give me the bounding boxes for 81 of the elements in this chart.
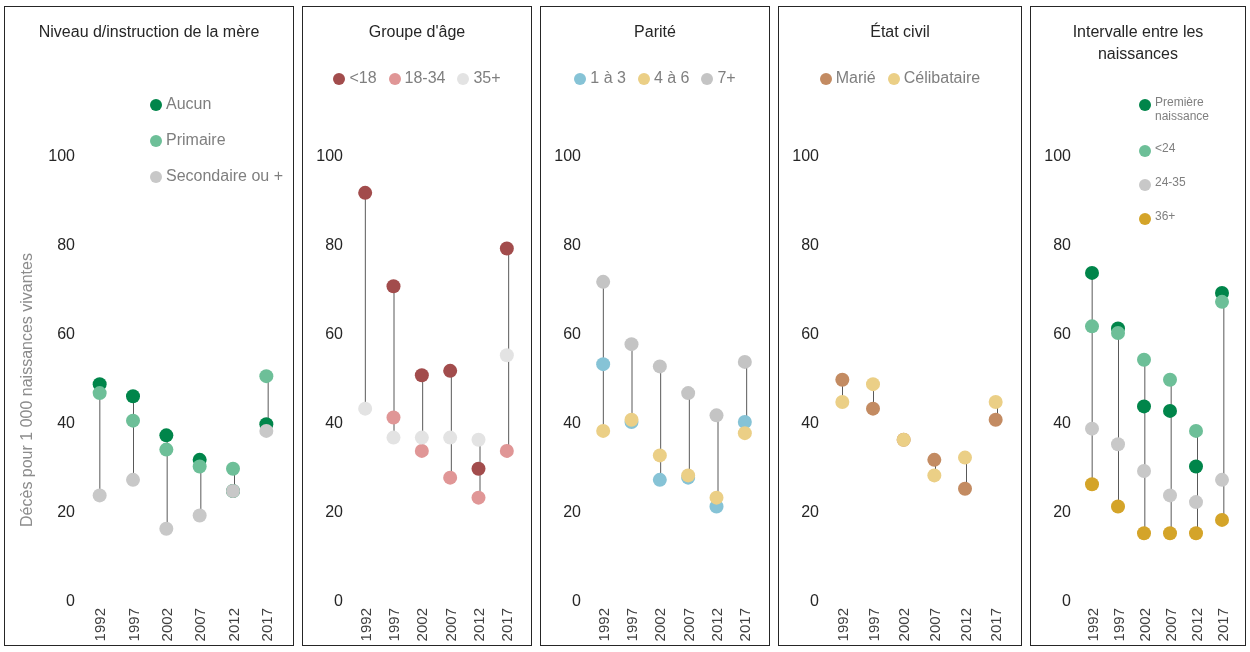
chart-title: Groupe d'âge [367, 22, 467, 42]
chart-title: Intervalle entre les naissances [1071, 22, 1205, 64]
y-tick-label: 80 [325, 235, 344, 253]
y-tick-label: 100 [554, 146, 582, 164]
legend-label: 36+ [1155, 209, 1176, 223]
legend-label: 1 à 3 [590, 69, 626, 87]
x-tick-label: 2017 [257, 608, 275, 642]
x-tick-label: 2007 [679, 608, 697, 642]
x-tick-label: 2017 [987, 608, 1005, 642]
y-tick-label: 60 [1053, 324, 1072, 342]
x-tick-label: 2012 [1187, 608, 1205, 642]
x-tick-label: 2017 [1213, 608, 1231, 642]
x-tick-label: 2002 [413, 608, 431, 642]
x-tick-label: 1992 [1083, 608, 1101, 642]
y-tick-label: 60 [563, 324, 582, 342]
y-tick-label: 20 [801, 502, 820, 520]
chart-title: Parité [633, 22, 677, 42]
x-tick-label: 1992 [594, 608, 612, 642]
x-tick-label: 2007 [925, 608, 943, 642]
legend-label: Primaire [166, 131, 226, 149]
legend-label: 24-35 [1155, 175, 1186, 189]
y-tick-label: 40 [1053, 413, 1072, 431]
chart-title: Niveau d/instruction de la mère [37, 22, 261, 42]
y-tick-label: 100 [792, 146, 820, 164]
legend-label: <18 [349, 69, 377, 87]
y-tick-label: 0 [334, 591, 344, 609]
x-tick-label: 1997 [124, 608, 142, 642]
legend-label: Aucun [166, 95, 212, 113]
y-tick-label: 60 [801, 324, 820, 342]
x-tick-label: 2012 [708, 608, 725, 642]
y-tick-label: 40 [563, 413, 582, 431]
x-tick-label: 1992 [833, 608, 851, 642]
x-tick-label: 2007 [441, 608, 459, 642]
x-tick-label: 1997 [623, 608, 640, 642]
x-tick-label: 2007 [191, 608, 209, 642]
chart-title: État civil [869, 21, 931, 42]
x-tick-label: 1997 [1109, 608, 1127, 642]
legend-label: 4 à 6 [653, 69, 690, 87]
x-tick-label: 1997 [385, 608, 402, 642]
x-tick-label: 2012 [224, 608, 242, 642]
x-tick-label: 2017 [498, 608, 516, 642]
y-tick-label: 0 [810, 591, 820, 609]
y-tick-label: 20 [325, 502, 344, 520]
x-tick-label: 2002 [157, 608, 175, 642]
x-tick-label: 2002 [1135, 608, 1153, 642]
legend-label: Première naissance [1155, 95, 1211, 123]
y-tick-label: 80 [1053, 235, 1072, 253]
y-tick-label: 40 [325, 413, 344, 431]
y-tick-label: 40 [57, 413, 76, 431]
y-tick-label: 0 [66, 591, 76, 609]
x-tick-label: 2017 [736, 608, 754, 642]
x-tick-label: 2002 [651, 608, 669, 642]
y-tick-label: 100 [48, 146, 76, 164]
x-tick-label: 2007 [1161, 608, 1179, 642]
legend-label: Secondaire ou + [166, 167, 283, 185]
x-tick-label: 2012 [470, 608, 487, 642]
x-tick-label: 1992 [91, 608, 109, 642]
legend-label: Marié [835, 69, 876, 87]
x-tick-label: 2002 [895, 608, 913, 642]
y-tick-label: 40 [801, 413, 820, 431]
y-tick-label: 80 [57, 235, 76, 253]
y-tick-label: 0 [572, 591, 582, 609]
legend-label: 18-34 [404, 69, 446, 87]
y-tick-label: 60 [325, 324, 344, 342]
legend-label: 7+ [717, 69, 736, 87]
y-tick-label: 0 [1062, 591, 1072, 609]
y-tick-label: 20 [563, 502, 582, 520]
y-axis-title: Décès pour 1 000 naissances vivantes [18, 252, 36, 527]
x-tick-label: 1992 [356, 608, 374, 642]
y-tick-label: 100 [316, 146, 344, 164]
y-tick-label: 100 [1044, 146, 1072, 164]
y-tick-label: 20 [1053, 502, 1072, 520]
legend-label: 35+ [473, 69, 501, 87]
legend-label: <24 [1155, 141, 1176, 155]
y-tick-label: 20 [57, 502, 76, 520]
y-tick-label: 60 [57, 324, 76, 342]
x-tick-label: 1997 [864, 608, 882, 642]
x-tick-label: 2012 [956, 608, 974, 642]
y-tick-label: 80 [801, 235, 820, 253]
y-tick-label: 80 [563, 235, 582, 253]
legend-label: Célibataire [903, 69, 981, 87]
